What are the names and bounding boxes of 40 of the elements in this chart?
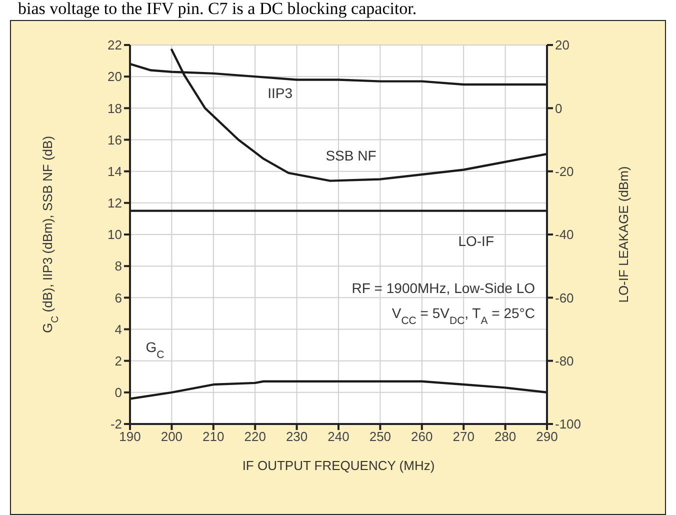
y2-tick-label: -40	[555, 227, 574, 242]
x-tick-label: 230	[286, 429, 308, 444]
y-tick-label: 2	[114, 353, 122, 368]
x-tick-label: 240	[328, 429, 350, 444]
y-tick-label: 6	[114, 290, 122, 306]
y2-tick-label: 0	[555, 100, 562, 116]
y2-tick-label: -60	[555, 290, 574, 306]
y-tick-label: 4	[114, 322, 122, 337]
annotation: V$_{CC}$ = 5V$_{DC}$, T$_{A}$ = 25°C	[392, 304, 535, 327]
x-tick-label: 190	[119, 429, 141, 444]
y-tick-label: 16	[108, 132, 122, 148]
y-tick-label: -2	[110, 416, 122, 432]
y-tick-label: 20	[108, 69, 122, 84]
y-tick-label: 22	[108, 38, 122, 53]
y2-tick-label: -20	[555, 164, 574, 179]
x-tick-label: 200	[160, 429, 183, 444]
x-tick-label: 220	[244, 429, 266, 444]
y-tick-label: 8	[114, 258, 122, 274]
x-tick-label: 250	[369, 429, 392, 444]
y-tick-label: 14	[108, 164, 122, 179]
x-tick-label: 280	[494, 429, 516, 444]
x-tick-label: 260	[411, 429, 433, 444]
series-label: IIP3	[268, 85, 293, 102]
x-tick-label: 210	[202, 429, 224, 444]
y2-tick-label: -80	[555, 353, 574, 368]
y2-tick-label: -100	[555, 416, 582, 432]
annotation: RF = 1900MHz, Low-Side LO	[352, 280, 536, 296]
series-label: SSB NF	[326, 148, 376, 164]
x-axis-title: IF OUTPUT FREQUENCY (MHz)	[242, 458, 435, 473]
x-tick-label: 290	[536, 429, 558, 444]
x-tick-label: 270	[452, 429, 474, 444]
y2-tick-label: 20	[555, 38, 570, 53]
text: G$_{C}$	[146, 338, 165, 361]
y-tick-label: 10	[108, 227, 122, 242]
y-tick-label: 18	[108, 100, 122, 116]
series-label: LO-IF	[458, 232, 494, 249]
text: bias voltage to the IFV pin. C7 is a DC blocking capacitor.	[18, 0, 417, 18]
y-tick-label: 12	[108, 196, 122, 211]
y2-axis-title: LO-IF LEAKAGE (dBm)	[616, 166, 631, 303]
y-tick-label: 0	[114, 385, 122, 400]
